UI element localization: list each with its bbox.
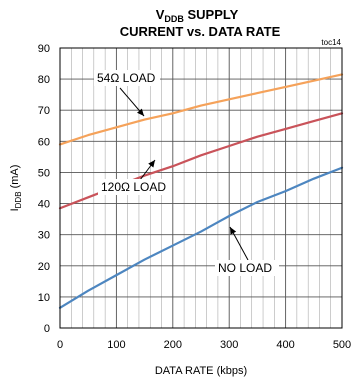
annotations: 54Ω LOAD 120Ω LOAD NO LOAD [94,70,279,276]
y-axis-label-rest: (mA) [9,165,21,192]
annotation-label-bg [215,260,279,276]
series-line-0 [58,73,344,146]
figure-id: toc14 [321,38,341,47]
y-tick-label: 50 [38,167,50,179]
series-label-1: 120Ω LOAD [101,180,166,194]
annotation-arrowhead [137,108,144,116]
x-tick-label: 100 [107,339,125,351]
annotation-label-bg [94,70,160,86]
chart-title-line2: CURRENT vs. DATA RATE [120,24,281,39]
y-tick-label: 60 [38,136,50,148]
x-tick-label: 400 [276,339,294,351]
annotation-arrowhead [148,160,155,168]
annotation-arrowhead [230,227,237,235]
series-line-2 [58,166,344,309]
y-tick-label: 10 [38,292,50,304]
grid [60,48,342,328]
x-tick-label: 500 [333,339,351,351]
y-tick-label: 80 [38,74,50,86]
chart-title-main: V [156,7,165,22]
x-tick-label: 300 [220,339,238,351]
y-axis-label-sub: DDB [14,191,23,208]
annotation-label-bg [98,179,170,195]
x-tick-label: 0 [57,339,63,351]
plot-frame [59,47,343,329]
y-tick-label: 70 [38,105,50,117]
chart-title-sub: DDB [164,14,184,24]
x-axis-label: DATA RATE (kbps) [155,365,247,377]
y-tick-label: 20 [38,261,50,273]
x-tick-label: 200 [164,339,182,351]
y-tick-label: 0 [44,323,50,335]
y-axis-label-main: I [9,208,21,211]
y-tick-label: 40 [38,199,50,211]
y-tick-label: 90 [38,43,50,55]
y-axis-label: IDDB (mA) [9,165,23,212]
tick-labels: 0 100 200 300 400 500 0 10 20 30 40 50 60 70 80 90 [38,43,351,351]
series-label-2: NO LOAD [218,261,272,275]
chart-title-rest: SUPPLY [184,7,239,22]
chart-title-line1: VDDB SUPPLY [156,7,239,24]
y-tick-label: 30 [38,230,50,242]
series-label-0: 54Ω LOAD [97,71,156,85]
